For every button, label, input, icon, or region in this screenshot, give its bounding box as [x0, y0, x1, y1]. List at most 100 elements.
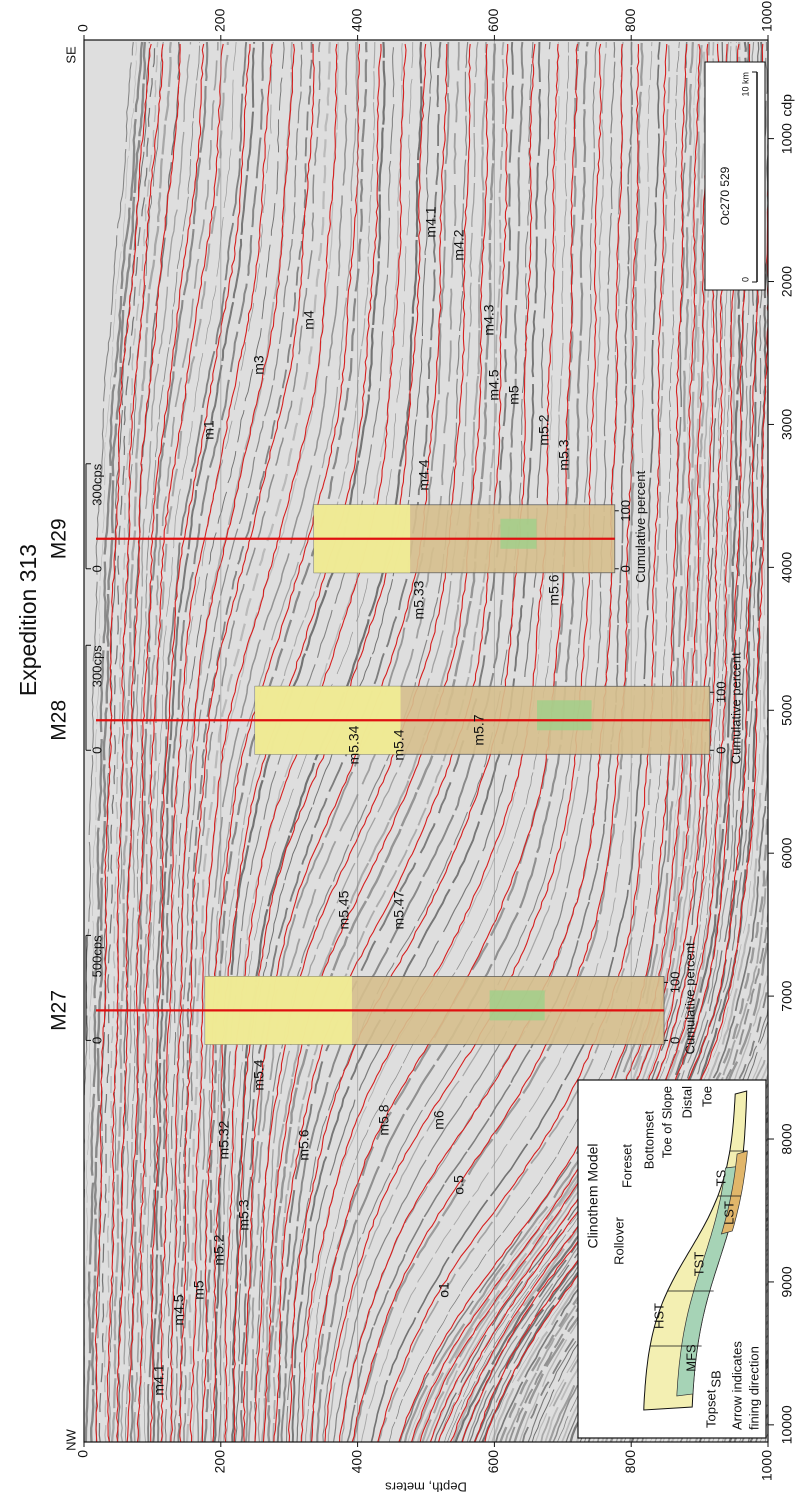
x-axis-label: cdp: [779, 94, 795, 117]
percent-tick-label: 0: [713, 747, 728, 754]
y-tick-label: 400: [348, 1450, 364, 1474]
site-label: M27: [48, 990, 71, 1031]
inset-label: LST: [721, 1201, 736, 1225]
horizon-label: m5.4: [391, 729, 407, 760]
horizon-label: m4: [301, 310, 317, 330]
scale-bar-label: 10 km: [740, 72, 750, 97]
gamma-tick-label: 0: [89, 565, 104, 572]
reflector: [770, 42, 803, 1442]
horizon-label: m4.1: [423, 206, 439, 237]
gamma-tick-label: 0: [89, 1037, 104, 1044]
x-tick-label: 9000: [779, 1266, 795, 1297]
x-tick-label: 6000: [779, 837, 795, 868]
x-tick-label: 8000: [779, 1123, 795, 1154]
reflector: [784, 42, 803, 1442]
x-tick-label: 5000: [779, 694, 795, 725]
percent-tick-label: 100: [667, 972, 682, 994]
inset-label: Rollover: [611, 1216, 626, 1264]
inset-label: SB: [708, 1370, 723, 1387]
site-label: M28: [48, 700, 71, 741]
y-tick-label: 600: [485, 1450, 501, 1474]
chart-title: Expedition 313: [15, 544, 41, 696]
horizon-label: m5.34: [346, 725, 362, 764]
horizon-label: m5.6: [296, 1129, 312, 1160]
horizon-label: m5.4: [251, 1059, 267, 1090]
inset-title: Clinothem Model: [585, 1143, 601, 1248]
inset-label: Bottomset: [641, 1110, 656, 1169]
inset-label: Foreset: [619, 1144, 634, 1188]
inset-label: HST: [651, 1303, 666, 1329]
horizon-label: m5.8: [376, 1104, 392, 1135]
y-tick-label: 0: [75, 24, 91, 32]
horizon-label: m4.1: [151, 1364, 167, 1395]
y-tick-label: 1000: [759, 1, 775, 32]
horizon-label: m5: [191, 1280, 207, 1300]
horizon-label: m4.5: [171, 1294, 187, 1325]
gamma-tick-label: 500cps: [89, 935, 104, 977]
scale-label: Oc270 529: [718, 166, 732, 225]
inset-label: TST: [691, 1252, 706, 1277]
horizon-label: m5.45: [336, 890, 352, 929]
inset-label: Toe: [699, 1086, 714, 1107]
x-tick-label: 2000: [779, 266, 795, 297]
gamma-tick-label: 300cps: [89, 463, 104, 505]
gamma-tick-label: 0: [89, 747, 104, 754]
percent-axis-label: Cumulative percent: [682, 942, 697, 1054]
horizon-label: m5.47: [391, 890, 407, 929]
core-green: [537, 700, 592, 730]
horizon-label: m5.7: [471, 714, 487, 745]
x-tick-label: 7000: [779, 980, 795, 1011]
horizon-label: m5: [506, 385, 522, 405]
inset-label: Toe of Slope: [659, 1086, 674, 1158]
core-green: [500, 519, 536, 549]
horizon-label: m1: [201, 420, 217, 440]
percent-tick-label: 100: [713, 681, 728, 703]
horizon-label: m5.2: [211, 1234, 227, 1265]
percent-tick-label: 0: [618, 565, 633, 572]
scale-box: [705, 62, 765, 290]
inset-note: Arrow indicates: [729, 1341, 744, 1430]
y-tick-label: 0: [75, 1450, 91, 1458]
horizon-label: m5.32: [216, 1120, 232, 1159]
site-label: M29: [48, 518, 71, 559]
horizon-label: m4.2: [451, 229, 467, 260]
horizon-label: o.5: [451, 1175, 467, 1195]
percent-tick-label: 100: [618, 500, 633, 522]
percent-axis-label: Cumulative percent: [633, 470, 648, 582]
horizon-label: m5.3: [236, 1199, 252, 1230]
horizon-label: m3: [251, 355, 267, 375]
x-tick-label: 1000: [779, 123, 795, 154]
percent-tick-label: 0: [667, 1037, 682, 1044]
horizon-label: m5.33: [411, 580, 427, 619]
y-tick-label: 200: [212, 1450, 228, 1474]
reflector: [773, 42, 803, 1442]
inset-note: fining direction: [746, 1346, 761, 1430]
y-tick-label: 600: [485, 8, 501, 32]
reflector: [797, 42, 803, 1442]
y-tick-label: 400: [348, 8, 364, 32]
horizon-label: o1: [436, 1282, 452, 1298]
core-green: [490, 990, 545, 1020]
end-label: SE: [63, 46, 78, 64]
horizon-label: m5.6: [546, 574, 562, 605]
y-tick-label: 800: [622, 1450, 638, 1474]
inset-label: TS: [713, 1169, 728, 1186]
inset-label: MFS: [683, 1344, 698, 1372]
horizon-label: m4.3: [481, 304, 497, 335]
gamma-tick-label: 300cps: [89, 645, 104, 687]
percent-axis-label: Cumulative percent: [728, 652, 743, 764]
horizon-label: m5.3: [556, 439, 572, 470]
x-tick-label: 3000: [779, 409, 795, 440]
reflector: [765, 42, 803, 1442]
horizon-label: m6: [431, 1110, 447, 1130]
scale-bar-label: 0: [740, 277, 750, 282]
reflector: [799, 42, 803, 1442]
y-tick-label: 1000: [759, 1450, 775, 1481]
horizon-label: m4.4: [416, 459, 432, 490]
y-tick-label: 800: [622, 8, 638, 32]
x-tick-label: 4000: [779, 552, 795, 583]
landscape-figure: Expedition 313 NW SE Depth, meters 00200…: [15, 1, 803, 1495]
horizon-label: m5.2: [536, 414, 552, 445]
